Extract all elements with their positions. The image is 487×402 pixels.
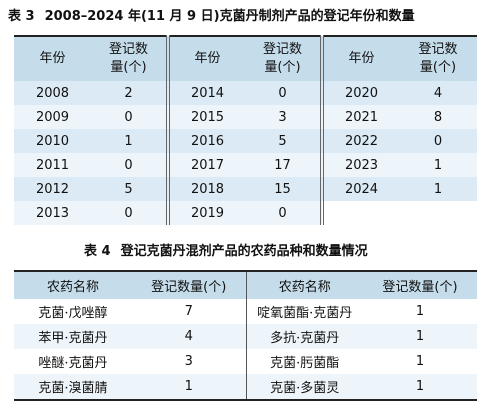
name-header: 农药名称 bbox=[14, 271, 132, 299]
pesticide-name-cell: 克菌·多菌灵 bbox=[245, 374, 363, 400]
table-row: 克菌·溴菌腈 1 克菌·多菌灵 1 bbox=[14, 374, 477, 400]
count-cell: 3 bbox=[245, 105, 322, 129]
table-row: 2011 0 2017 17 2023 1 bbox=[14, 153, 477, 177]
count-cell: 1 bbox=[91, 129, 168, 153]
table3-caption: 表 3 2008–2024 年(11 月 9 日)克菌丹制剂产品的登记年份和数量 bbox=[8, 4, 415, 30]
table4-caption-label: 表 4 bbox=[84, 244, 111, 259]
year-cell: 2024 bbox=[320, 177, 399, 201]
pesticide-name-cell: 啶氧菌酯·克菌丹 bbox=[245, 299, 363, 324]
table3-caption-text: 2008–2024 年(11 月 9 日)克菌丹制剂产品的登记年份和数量 bbox=[44, 9, 415, 24]
count-header-line1: 登记数 bbox=[262, 42, 302, 57]
pesticide-name-cell: 唑醚·克菌丹 bbox=[14, 349, 132, 374]
table-row: 2012 5 2018 15 2024 1 bbox=[14, 177, 477, 201]
mixture-product-table: 农药名称 登记数量(个) 农药名称 登记数量(个) 克菌·戊唑醇 7 啶氧菌酯·… bbox=[14, 270, 477, 401]
count-cell: 0 bbox=[91, 201, 168, 225]
count-header: 登记数量(个) bbox=[399, 36, 477, 81]
count-cell: 0 bbox=[91, 105, 168, 129]
year-cell: 2009 bbox=[14, 105, 91, 129]
count-header-line2: 量(个) bbox=[264, 60, 301, 75]
pesticide-name-cell: 克菌·戊唑醇 bbox=[14, 299, 132, 324]
count-header: 登记数量(个) bbox=[91, 36, 168, 81]
pesticide-name-cell: 苯甲·克菌丹 bbox=[14, 324, 132, 349]
count-cell: 5 bbox=[245, 129, 322, 153]
table-row: 2010 1 2016 5 2022 0 bbox=[14, 129, 477, 153]
year-cell: 2018 bbox=[166, 177, 245, 201]
count-header-line2: 量(个) bbox=[110, 60, 147, 75]
count-cell: 1 bbox=[399, 177, 477, 201]
count-header-line2: 量(个) bbox=[419, 60, 457, 75]
count-cell: 0 bbox=[399, 129, 477, 153]
year-cell: 2012 bbox=[14, 177, 91, 201]
table4-caption: 表 4 登记克菌丹混剂产品的农药品种和数量情况 bbox=[84, 239, 368, 265]
table3-header-row: 年份 登记数量(个) 年份 登记数量(个) 年份 登记数量(个) bbox=[14, 36, 477, 81]
table-row: 苯甲·克菌丹 4 多抗·克菌丹 1 bbox=[14, 324, 477, 349]
pesticide-name-cell: 多抗·克菌丹 bbox=[245, 324, 363, 349]
year-cell: 2021 bbox=[320, 105, 399, 129]
year-header: 年份 bbox=[14, 36, 91, 81]
count-header-line1: 登记数 bbox=[108, 42, 148, 57]
year-cell: 2020 bbox=[320, 81, 399, 105]
year-cell: 2022 bbox=[320, 129, 399, 153]
table-row: 2013 0 2019 0 bbox=[14, 201, 477, 225]
pesticide-name-cell: 克菌·肟菌酯 bbox=[245, 349, 363, 374]
count-cell: 2 bbox=[91, 81, 168, 105]
table4-header-row: 农药名称 登记数量(个) 农药名称 登记数量(个) bbox=[14, 271, 477, 299]
year-cell: 2008 bbox=[14, 81, 91, 105]
empty-cell bbox=[399, 201, 477, 225]
count-header: 登记数量(个) bbox=[245, 36, 322, 81]
count-cell: 0 bbox=[245, 81, 322, 105]
name-header: 农药名称 bbox=[245, 271, 363, 299]
year-cell: 2014 bbox=[166, 81, 245, 105]
table-row: 克菌·戊唑醇 7 啶氧菌酯·克菌丹 1 bbox=[14, 299, 477, 324]
registration-year-table: 年份 登记数量(个) 年份 登记数量(个) 年份 登记数量(个) 2008 2 … bbox=[14, 35, 477, 225]
count-cell: 1 bbox=[363, 324, 477, 349]
year-cell: 2010 bbox=[14, 129, 91, 153]
count-cell: 5 bbox=[91, 177, 168, 201]
table-row: 2008 2 2014 0 2020 4 bbox=[14, 81, 477, 105]
count-cell: 15 bbox=[245, 177, 322, 201]
year-header: 年份 bbox=[166, 36, 245, 81]
count-cell: 4 bbox=[132, 324, 246, 349]
count-cell: 1 bbox=[363, 349, 477, 374]
count-cell: 17 bbox=[245, 153, 322, 177]
pesticide-name-cell: 克菌·溴菌腈 bbox=[14, 374, 132, 400]
year-cell: 2011 bbox=[14, 153, 91, 177]
count-cell: 0 bbox=[91, 153, 168, 177]
count-header: 登记数量(个) bbox=[132, 271, 246, 299]
count-header: 登记数量(个) bbox=[363, 271, 477, 299]
count-cell: 1 bbox=[399, 153, 477, 177]
count-cell: 3 bbox=[132, 349, 246, 374]
year-cell: 2013 bbox=[14, 201, 91, 225]
year-cell: 2019 bbox=[166, 201, 245, 225]
count-cell: 8 bbox=[399, 105, 477, 129]
year-cell: 2023 bbox=[320, 153, 399, 177]
count-cell: 0 bbox=[245, 201, 322, 225]
year-cell: 2015 bbox=[166, 105, 245, 129]
count-cell: 1 bbox=[363, 299, 477, 324]
table3-caption-label: 表 3 bbox=[8, 9, 35, 24]
table4-caption-text: 登记克菌丹混剂产品的农药品种和数量情况 bbox=[120, 244, 368, 259]
year-header: 年份 bbox=[320, 36, 399, 81]
table-row: 2009 0 2015 3 2021 8 bbox=[14, 105, 477, 129]
count-cell: 7 bbox=[132, 299, 246, 324]
empty-cell bbox=[320, 201, 399, 225]
table-row: 唑醚·克菌丹 3 克菌·肟菌酯 1 bbox=[14, 349, 477, 374]
year-cell: 2017 bbox=[166, 153, 245, 177]
count-header-line1: 登记数 bbox=[418, 42, 458, 57]
count-cell: 1 bbox=[132, 374, 246, 400]
count-cell: 1 bbox=[363, 374, 477, 400]
count-cell: 4 bbox=[399, 81, 477, 105]
year-cell: 2016 bbox=[166, 129, 245, 153]
